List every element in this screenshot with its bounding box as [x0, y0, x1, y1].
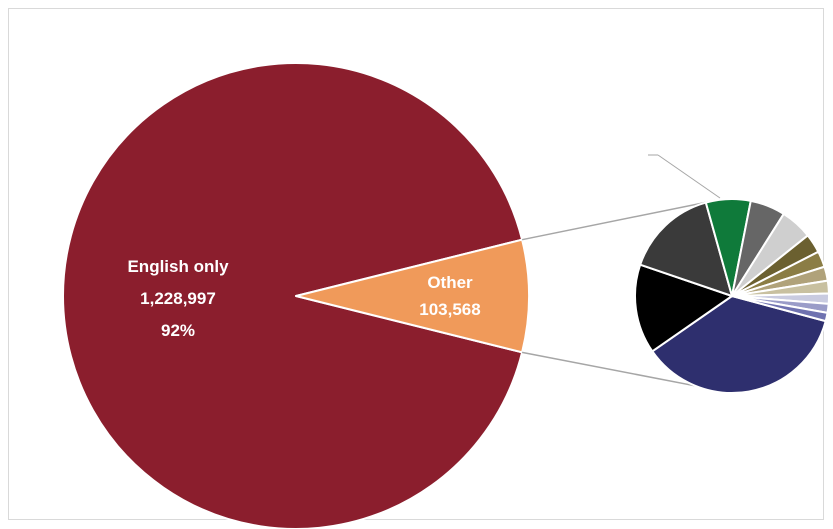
connector-line-top	[521, 199, 716, 241]
connector-line-bottom	[521, 351, 696, 387]
secondary-pie-slice-13	[731, 295, 829, 323]
secondary-pie	[634, 198, 830, 394]
pie-slice-english-only	[62, 62, 524, 529]
secondary-pie-slice-2	[634, 263, 733, 353]
english-only-percent-label: 92%	[161, 321, 195, 340]
main-pie	[62, 62, 530, 529]
secondary-pie-slice-3	[639, 201, 733, 297]
secondary-pie-slice-1	[651, 295, 827, 394]
english-only-value-label: 1,228,997	[140, 289, 216, 308]
other-name-label: Other	[427, 273, 473, 292]
secondary-pie-leader-line-diagonal	[657, 154, 721, 199]
connector-lines	[521, 199, 716, 387]
other-value-label: 103,568	[419, 300, 480, 319]
pie-slice-other	[295, 238, 530, 354]
english-only-name-label: English only	[127, 257, 229, 276]
